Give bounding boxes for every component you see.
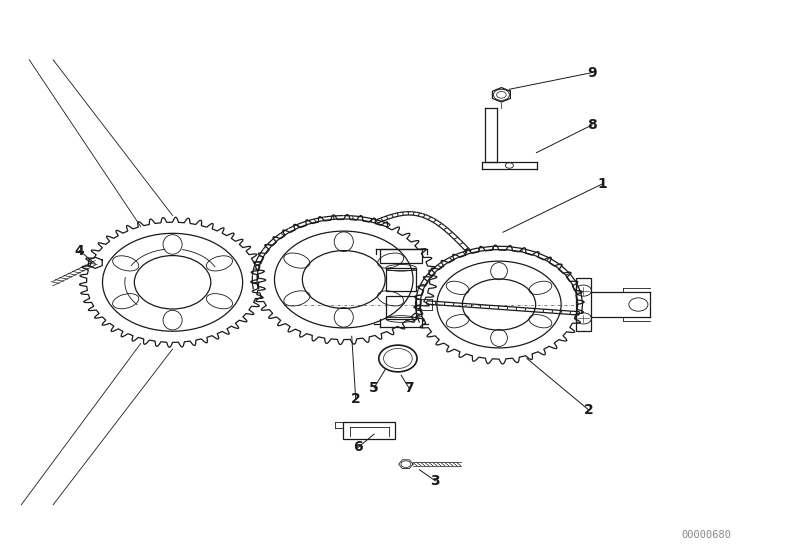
Bar	[344, 423, 396, 439]
Text: 7: 7	[404, 381, 414, 395]
Text: 2: 2	[584, 403, 594, 417]
Text: 3: 3	[431, 474, 440, 488]
Text: 8: 8	[587, 118, 597, 132]
Bar	[576, 278, 590, 331]
Bar	[386, 268, 416, 291]
Text: 1: 1	[598, 177, 607, 191]
Text: 2: 2	[351, 392, 360, 406]
Bar	[386, 296, 416, 319]
Text: 4: 4	[74, 244, 84, 258]
Bar	[380, 249, 422, 263]
Text: 5: 5	[369, 381, 379, 395]
Text: 6: 6	[353, 440, 363, 454]
Text: 9: 9	[587, 65, 597, 79]
Text: 00000680: 00000680	[681, 530, 731, 540]
